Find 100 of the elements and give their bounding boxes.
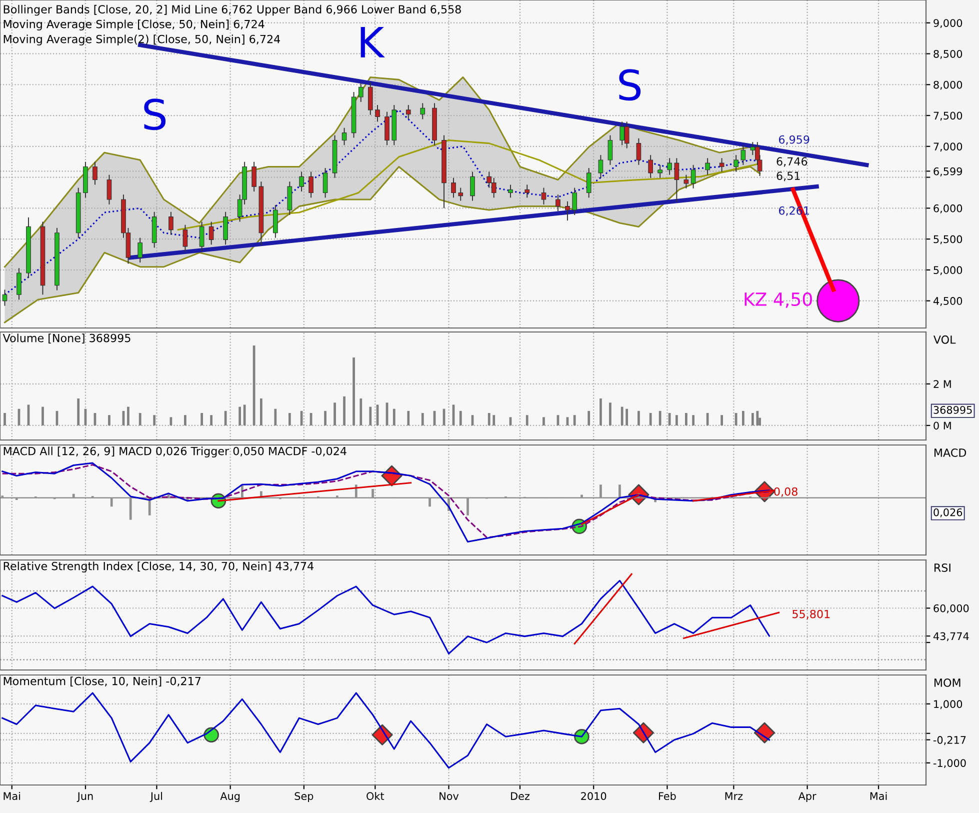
- bar: [638, 410, 640, 426]
- candlestick: [458, 187, 464, 202]
- bar: [324, 410, 326, 426]
- bar: [108, 415, 110, 426]
- bar: [685, 413, 688, 426]
- chart-title: Bollinger Bands [Close, 20, 2] Mid Line 6,762 Upper Band 6,966 Lower Band 6,558: [4, 4, 461, 16]
- bar: [224, 410, 227, 426]
- y-axis-title: MACD: [934, 448, 966, 457]
- bar: [588, 410, 590, 426]
- candlestick: [470, 171, 475, 202]
- y-tick-label: 7,500: [934, 112, 962, 121]
- candlestick: [375, 104, 380, 122]
- y-tick-label: 43,774: [933, 632, 969, 642]
- chart-title: Relative Strength Index [Close, 14, 30, 70, Nein] 43,774: [4, 562, 314, 572]
- candlestick: [572, 187, 578, 216]
- y-tick-label: 8,500: [934, 50, 962, 59]
- x-tick-label: Mai: [4, 792, 20, 800]
- candlestick: [168, 211, 174, 236]
- candlestick: [287, 181, 292, 216]
- bar: [609, 402, 612, 426]
- bar: [352, 358, 355, 426]
- y-tick-label: 8,000: [934, 80, 962, 90]
- chart-title: Volume [None] 368995: [2, 334, 130, 344]
- bar: [421, 413, 424, 426]
- text: 368995: [934, 406, 972, 414]
- bar: [200, 413, 204, 426]
- y-axis-title: VOL: [933, 335, 956, 344]
- bar: [343, 396, 346, 426]
- candlestick: [223, 211, 228, 246]
- bar: [184, 415, 186, 426]
- candlestick: [182, 224, 188, 252]
- bar: [407, 410, 410, 426]
- y-tick-label: -1,000: [933, 759, 966, 768]
- bar: [138, 413, 142, 426]
- y-tick-label: 2 M: [934, 380, 951, 388]
- bar: [573, 415, 576, 426]
- y-tick-label: 5,500: [934, 235, 962, 244]
- y-tick-label: 6,000: [934, 204, 962, 214]
- candlestick: [2, 289, 8, 306]
- x-tick-label: Jul: [150, 792, 162, 802]
- bar: [334, 402, 336, 426]
- candlestick: [451, 177, 456, 198]
- candlestick: [658, 164, 662, 178]
- bar: [668, 413, 671, 426]
- candlestick: [608, 134, 613, 166]
- bar: [620, 406, 624, 426]
- annotation: S: [144, 98, 166, 130]
- candlestick: [667, 158, 672, 176]
- x-tick-label: Sep: [294, 792, 314, 802]
- candlestick: [252, 161, 256, 192]
- bar: [77, 398, 80, 426]
- candlestick: [138, 237, 143, 264]
- x-tick-label: Feb: [658, 792, 676, 800]
- bar: [488, 413, 490, 426]
- y-tick-label: 0 M: [934, 422, 951, 430]
- candlestick: [719, 158, 724, 172]
- y-tick-label: 5,000: [934, 266, 962, 276]
- candlestick: [586, 168, 592, 198]
- candlestick: [524, 184, 530, 198]
- bar: [720, 415, 723, 426]
- bar: [676, 415, 678, 426]
- bar: [288, 413, 291, 426]
- bar: [369, 406, 372, 426]
- y-tick-label: 6,599: [934, 167, 962, 176]
- chart-title: MACD All [12, 26, 9] MACD 0,026 Trigger 0,050 MACDF -0,024: [4, 446, 346, 458]
- bar: [360, 398, 362, 426]
- candlestick: [406, 104, 411, 120]
- candlestick: [648, 154, 653, 178]
- text: 0,026: [934, 508, 962, 518]
- candlestick: [541, 187, 546, 205]
- y-axis-title: MOM: [934, 678, 960, 687]
- text: Moving Average Simple [Close, 50, Nein] 6,724 Moving Average Simple(2) [Close, 50, Nein] 6,724: [4, 20, 280, 46]
- candlestick: [16, 268, 22, 300]
- x-tick-label: Nov: [440, 792, 459, 800]
- bar: [542, 417, 545, 426]
- annotation: 55,801: [792, 610, 830, 620]
- y-axis-title: RSI: [934, 563, 950, 572]
- line-series: [2, 580, 770, 654]
- candlestick: [508, 184, 513, 198]
- x-tick-label: Okt: [366, 792, 384, 800]
- bar: [459, 410, 462, 426]
- y-tick-label: 7,000: [934, 142, 962, 152]
- candlestick: [565, 200, 570, 222]
- bar: [153, 415, 156, 426]
- candlestick: [92, 161, 98, 186]
- candlestick: [106, 174, 112, 205]
- candlestick: [556, 194, 560, 212]
- bar: [692, 415, 694, 426]
- candlestick: [384, 111, 390, 146]
- y-tick-label: 4,500: [933, 297, 962, 306]
- bar: [658, 410, 662, 426]
- bar: [756, 410, 759, 426]
- bar: [238, 406, 241, 426]
- x-tick-label: Aug: [220, 792, 240, 802]
- y-tick-label: 60,000: [934, 604, 969, 614]
- x-tick-label: Mai: [870, 792, 887, 800]
- candlestick: [674, 158, 680, 202]
- x-tick-label: Apr: [798, 792, 816, 802]
- chart-title: Momentum [Close, 10, Nein] -0,217: [4, 676, 200, 687]
- candlestick: [684, 174, 689, 189]
